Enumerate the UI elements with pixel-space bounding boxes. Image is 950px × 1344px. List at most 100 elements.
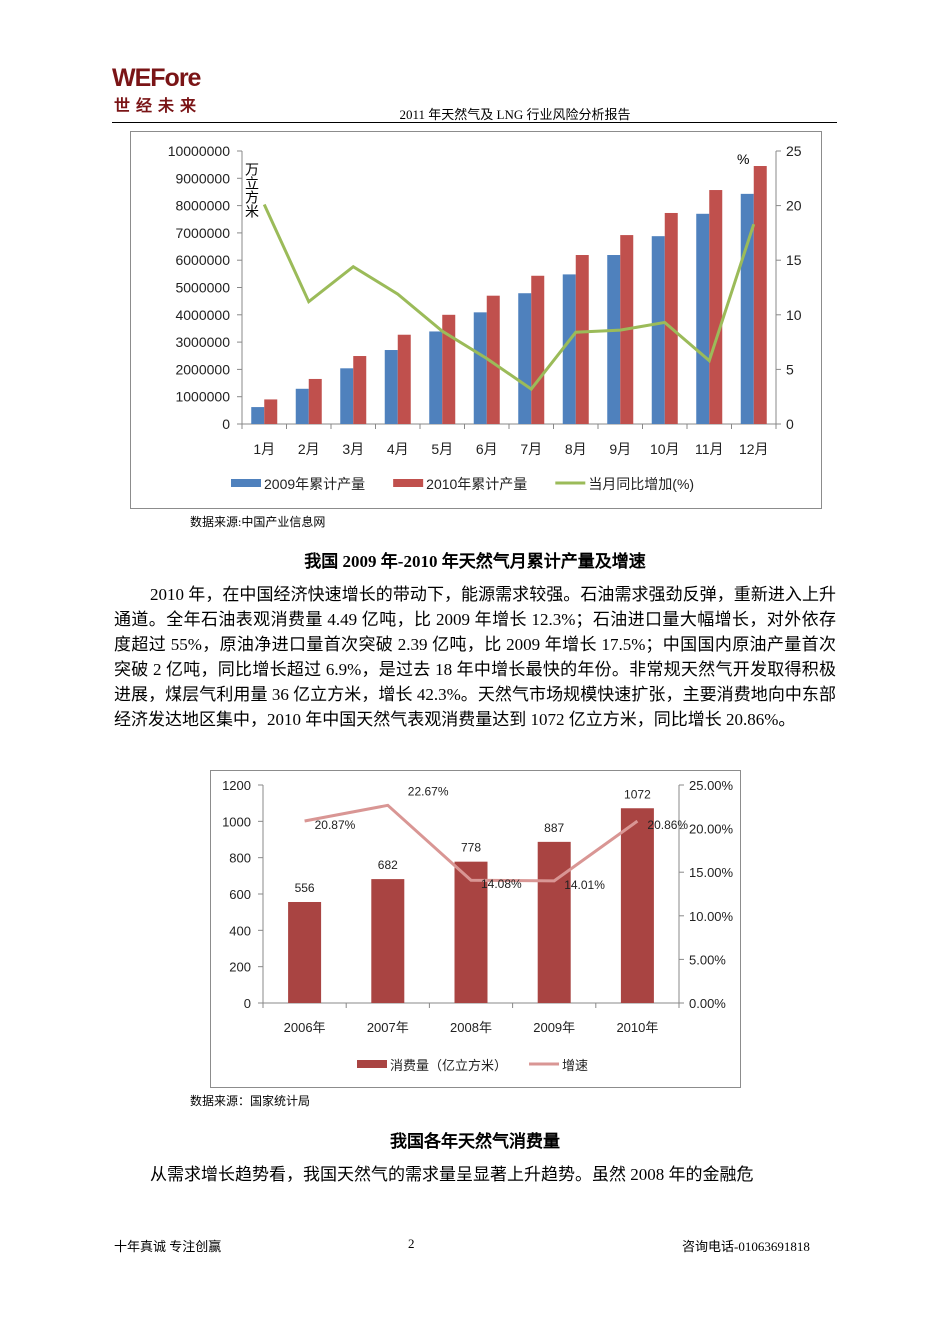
y2-axis-unit: % [737,151,749,167]
y-tick-label: 600 [229,887,251,902]
bar [288,901,322,1003]
chart2-caption: 我国各年天然气消费量 [390,1132,560,1151]
bar [384,350,398,424]
y2-tick-label: 15 [786,252,802,268]
logo: WEFore [112,64,201,92]
x-tick-label: 5月 [431,441,453,457]
bar [442,314,456,424]
y-tick-label: 1000000 [175,389,230,405]
line-data-label: 14.01% [564,878,605,892]
bar [486,295,500,424]
x-tick-label: 12月 [739,441,769,457]
bar [562,274,576,424]
bar [340,368,354,424]
data-label: 887 [544,821,564,835]
bar [371,879,405,1003]
bar [664,212,678,424]
consumption-chart: 0 200 400 600 800 1000 1200 0.00% 5.00% 10.00% 15.… [210,770,741,1088]
bar [753,166,767,424]
y2-tick-label: 5 [786,361,794,377]
data-label: 556 [295,881,315,895]
bar [575,255,589,424]
y-tick-label: 0 [244,996,251,1011]
y2-tick-label: 20.00% [689,822,734,837]
y-tick-label: 0 [222,416,230,432]
footer-phone: 咨询电话-01063691818 [682,1239,810,1254]
production-chart: 0 1000000 2000000 3000000 4000000 5000000 6000… [130,131,822,509]
x-tick-label: 2月 [298,441,320,457]
legend-label: 2009年累计产量 [264,476,365,492]
bar [251,407,265,424]
y-tick-label: 5000000 [175,280,230,296]
y-tick-label: 400 [229,923,251,938]
logo-subtext: 世经未来 [114,98,203,115]
y-tick-label: 4000000 [175,307,230,323]
footer-slogan: 十年真诚 专注创赢 [114,1239,222,1254]
y-tick-label: 200 [229,960,251,975]
line-data-label: 22.67% [408,784,449,798]
y-tick-label: 8000000 [175,198,230,214]
x-tick-label: 3月 [342,441,364,457]
y-axis-unit: 万立方米 [244,162,260,218]
bar [353,356,367,424]
bar [429,331,443,424]
y2-tick-label: 0.00% [689,996,726,1011]
x-tick-label: 6月 [476,441,498,457]
x-tick-label: 2010年 [616,1020,658,1035]
x-tick-label: 2009年 [533,1020,575,1035]
chart1-source: 数据来源:中国产业信息网 [190,515,326,529]
legend-swatch [393,479,424,487]
bar [709,190,723,424]
y-tick-label: 1000 [222,814,251,829]
bar [607,255,621,424]
line-data-label: 20.86% [647,818,688,832]
y2-tick-label: 25.00% [689,778,734,793]
paragraph-2: 从需求增长趋势看，我国天然气的需求量呈显著上升趋势。虽然 2008 年的金融危 [150,1165,754,1184]
bar [308,378,322,424]
production-chart-svg: 0 1000000 2000000 3000000 4000000 5000000 6000… [168,143,802,492]
y-tick-label: 2000000 [175,361,230,377]
y-tick-label: 800 [229,851,251,866]
chart2-source: 数据来源：国家统计局 [190,1094,311,1108]
bar [696,213,710,424]
y-tick-label: 6000000 [175,252,230,268]
data-label: 682 [378,858,398,872]
y2-tick-label: 10 [786,307,802,323]
x-tick-label: 8月 [565,441,587,457]
paragraph-1: 2010 年，在中国经济快速增长的带动下，能源需求较强。石油需求强劲反弹，重新进… [114,585,836,729]
bar [397,334,411,424]
x-tick-label: 4月 [387,441,409,457]
growth-line [304,803,639,883]
data-label: 1072 [624,787,651,801]
y-tick-label: 7000000 [175,225,230,241]
bar [295,388,309,424]
x-tick-label: 1月 [253,441,275,457]
line-data-label: 20.87% [315,818,356,832]
y2-tick-label: 0 [786,416,794,432]
y2-tick-label: 10.00% [689,909,734,924]
bar [264,399,278,424]
y2-tick-label: 15.00% [689,865,734,880]
line-data-label: 14.08% [481,877,522,891]
growth-line [262,203,756,392]
legend-swatch [357,1060,387,1068]
header-title: 2011 年天然气及 LNG 行业风险分析报告 [399,107,631,122]
page-number: 2 [408,1236,415,1251]
x-tick-label: 2007年 [367,1020,409,1035]
legend-label: 消费量（亿立方米） [390,1058,507,1073]
legend-label: 当月同比增加(%) [588,476,694,492]
y-tick-label: 9000000 [175,170,230,186]
x-tick-label: 10月 [650,441,680,457]
y-tick-label: 10000000 [168,143,231,159]
y-tick-label: 1200 [222,778,251,793]
bar [651,236,665,424]
legend-label: 2010年累计产量 [426,476,527,492]
data-label: 778 [461,841,481,855]
x-tick-label: 11月 [695,441,724,457]
bar [454,861,488,1003]
header-divider [112,122,837,123]
consumption-chart-svg: 0 200 400 600 800 1000 1200 0.00% 5.00% 10.00% 15.… [222,778,734,1073]
x-tick-label: 2008年 [450,1020,492,1035]
bar [537,841,571,1003]
y2-tick-label: 5.00% [689,952,726,967]
